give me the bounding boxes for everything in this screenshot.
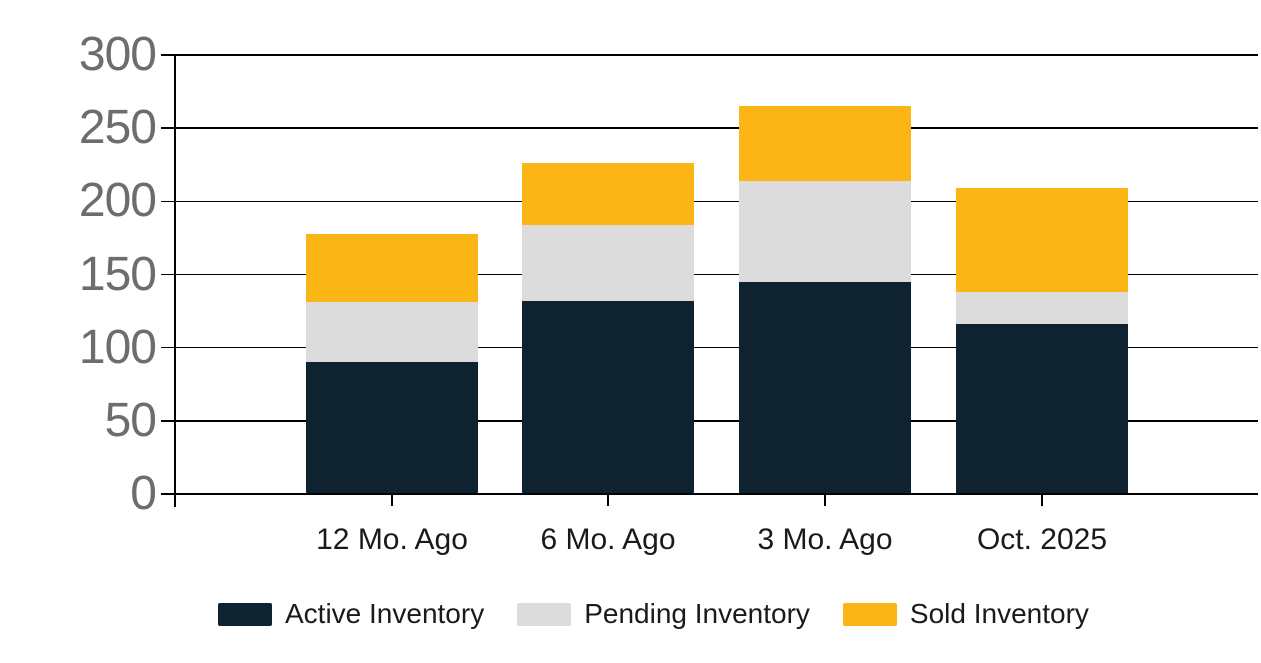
x-axis-label-1: 12 Mo. Ago [316,523,468,556]
y-tick-300 [161,54,176,56]
y-axis-label-100: 100 [78,320,157,374]
gridline-250 [176,127,1258,129]
x-axis-label-2: 6 Mo. Ago [540,523,676,556]
gridline-100 [176,346,1258,349]
gridline-50 [176,420,1258,422]
gridline-200 [176,200,1258,203]
legend-label: Sold Inventory [909,598,1089,629]
y-tick-200 [161,200,176,203]
x-tick-1 [391,495,393,506]
bar-segment-pending-inventory-2[interactable] [522,224,694,301]
y-axis-label-50: 50 [104,393,157,447]
bar-segment-sold-inventory-3[interactable] [739,106,911,181]
y-tick-250 [161,127,176,129]
bar-segment-pending-inventory-1[interactable] [306,302,478,363]
gridline-150 [176,273,1258,276]
y-axis-label-250: 250 [78,101,157,155]
x-tick-3 [824,495,826,506]
y-tick-150 [161,273,176,276]
y-axis-label-200: 200 [78,174,157,228]
legend-swatch-icon [842,602,897,626]
y-axis-label-0: 0 [130,467,157,520]
bar-segment-sold-inventory-1[interactable] [306,233,478,303]
y-tick-0 [161,493,176,495]
legend-swatch-icon [517,602,572,626]
x-tick-4 [1041,495,1043,506]
legend-item-pending-inventory[interactable]: Pending Inventory [517,599,810,629]
bar-segment-pending-inventory-4[interactable] [956,292,1128,325]
legend-swatch-icon [218,602,272,626]
legend-label: Pending Inventory [584,598,810,629]
y-tick-50 [161,420,176,422]
gridline-0 [176,493,1258,495]
legend-label: Active Inventory [285,598,485,629]
x-axis-label-4: Oct. 2025 [976,523,1108,556]
gridline-300 [176,54,1258,56]
legend-item-active-inventory[interactable]: Active Inventory [218,599,484,629]
bar-segment-active-inventory-3[interactable] [739,281,911,494]
bar-segment-active-inventory-1[interactable] [306,362,478,494]
y-axis-line [174,55,176,507]
bar-segment-active-inventory-2[interactable] [522,300,694,494]
x-tick-2 [607,495,609,506]
y-axis-label-300: 300 [78,28,157,81]
legend-item-sold-inventory[interactable]: Sold Inventory [842,598,1089,629]
bar-segment-active-inventory-4[interactable] [956,324,1128,494]
legend: Active Inventory Pending Inventory Sold In… [218,599,1089,629]
y-axis-label-150: 150 [78,247,157,301]
y-tick-100 [161,346,176,349]
bar-segment-sold-inventory-4[interactable] [956,188,1128,293]
bar-segment-sold-inventory-2[interactable] [522,163,694,225]
x-axis-label-3: 3 Mo. Ago [757,523,893,556]
bar-segment-pending-inventory-3[interactable] [739,180,911,282]
